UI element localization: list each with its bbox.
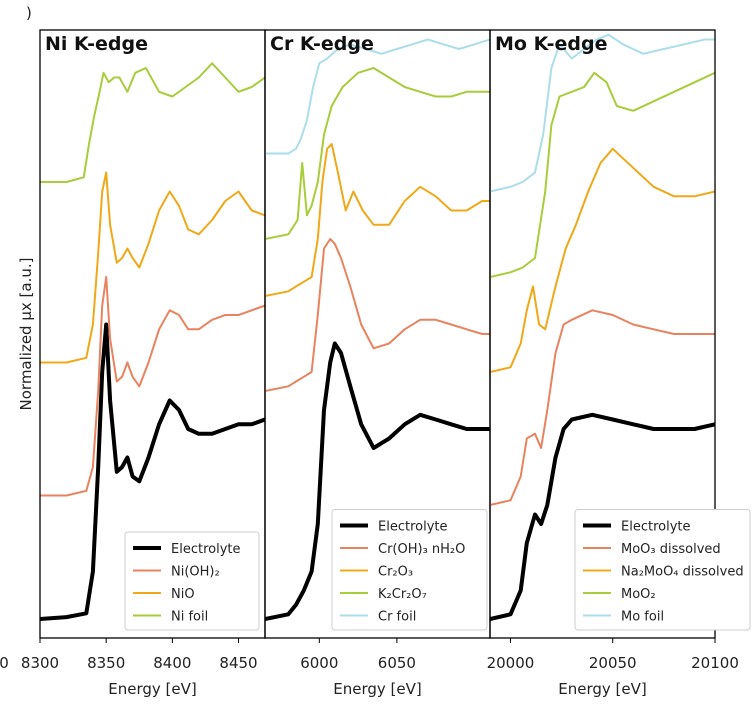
legend: Electrolyte Cr(OH)₃ nH₂O Cr₂O₃ K₂Cr₂O₇ Cr fo…: [331, 509, 488, 631]
legend-box: [574, 509, 751, 631]
legend: Electrolyte MoO₃ dissolved Na₂MoO₄ dissolv…: [574, 509, 751, 631]
x-tick-label: 6050: [378, 654, 416, 672]
series-group: [265, 38, 490, 621]
series-line-electrolyte: [490, 412, 715, 621]
legend-entry: NiO: [171, 587, 195, 602]
series-line-ni-foil: [40, 62, 265, 183]
series-line-nio: [40, 171, 265, 364]
legend-box: [331, 509, 488, 631]
panel-title: Ni K-edge: [45, 33, 148, 55]
legend-entry: Electrolyte: [621, 520, 690, 535]
series-line-k-cr-o-: [265, 67, 490, 240]
panel-title: Mo K-edge: [495, 33, 608, 55]
legend-entry: Ni foil: [171, 610, 208, 625]
panels: Ni K-edge 0 8300 8350 8400 8450 Energy [eV] Ele…: [0, 29, 751, 698]
series-line-na-moo-dissolved: [490, 147, 715, 373]
x-tick-label: 0: [0, 654, 9, 672]
x-tick-label: 20050: [589, 654, 637, 672]
panel-0: Ni K-edge 0 8300 8350 8400 8450 Energy [eV] Ele…: [0, 29, 266, 698]
legend-entry: Na₂MoO₄ dissolved: [621, 565, 744, 580]
legend: Electrolyte Ni(OH)₂ NiO Ni foil: [124, 531, 260, 631]
plot-frame: [489, 29, 716, 639]
legend-entry: Cr foil: [378, 610, 416, 625]
x-tick-label: 8400: [153, 654, 191, 672]
legend-entry: Mo foil: [621, 610, 664, 625]
legend-entry: Cr(OH)₃ nH₂O: [378, 542, 465, 557]
series-line-electrolyte: [265, 341, 490, 621]
legend-entry: Ni(OH)₂: [171, 565, 220, 580]
x-tick-label: 8350: [87, 654, 125, 672]
figure-label: ): [26, 4, 32, 22]
x-axis-label: Energy [eV]: [558, 680, 646, 698]
panel-title: Cr K-edge: [270, 33, 374, 55]
legend-entry: Electrolyte: [171, 542, 240, 557]
panel-2: Mo K-edge 20000 20050 20100 Energy [eV] Elect…: [487, 29, 751, 698]
series-line-ni-oh-: [40, 276, 265, 497]
series-line-cr-foil: [265, 38, 490, 155]
series-line-cr-o-: [265, 143, 490, 297]
legend-box: [124, 531, 260, 631]
legend-entry: Cr₂O₃: [378, 565, 413, 580]
legend-entry: MoO₃ dissolved: [621, 542, 721, 557]
legend-entry: MoO₂: [621, 587, 656, 602]
series-group: [40, 62, 265, 621]
x-axis-label: Energy [eV]: [333, 680, 421, 698]
legend-entry: K₂Cr₂O₇: [378, 587, 427, 602]
x-axis-label: Energy [eV]: [108, 680, 196, 698]
series-line-electrolyte: [40, 322, 265, 621]
series-line-moo-dissolved: [490, 309, 715, 506]
series-line-moo-: [490, 71, 715, 278]
x-tick-label: 8300: [21, 654, 59, 672]
y-axis-label: Normalized μx [a.u.]: [17, 258, 35, 411]
panel-1: Cr K-edge 6000 6050 Energy [eV] Electrolyte C…: [264, 29, 491, 698]
series-group: [490, 33, 715, 621]
x-tick-label: 20100: [691, 654, 739, 672]
legend-entry: Electrolyte: [378, 520, 447, 535]
series-line-cr-oh-nh-o: [265, 238, 490, 392]
x-tick-label: 6000: [300, 654, 338, 672]
series-line-mo-foil: [490, 33, 715, 193]
x-tick-label: 8450: [219, 654, 257, 672]
x-tick-label: 20000: [487, 654, 535, 672]
